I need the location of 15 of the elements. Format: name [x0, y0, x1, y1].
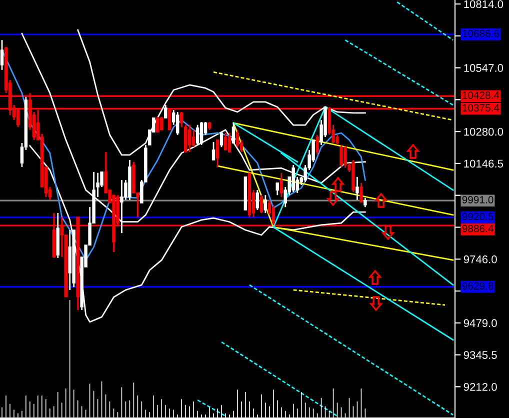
ref-line-label: 10686.6	[462, 30, 500, 38]
y-tick-label: 9212.0	[464, 382, 497, 391]
ref-line-label: 9886.4	[462, 224, 494, 232]
ref-line-label: 10375.4	[462, 104, 500, 112]
ref-line-label: 9629.8	[462, 282, 494, 290]
y-tick-label: 10814.0	[464, 0, 504, 8]
y-tick-label: 9746.0	[464, 255, 497, 264]
y-tick-label: 9479.0	[464, 319, 497, 328]
y-tick-label: 9345.5	[464, 351, 497, 359]
y-tick-label: 10547.0	[464, 64, 504, 72]
y-tick-label: 10146.5	[464, 160, 504, 168]
y-tick-label: 10280.0	[464, 128, 504, 136]
ref-line-label: 9991.0	[462, 196, 494, 204]
ref-line-label: 10428.4	[462, 92, 500, 99]
ref-line-label: 9920.5	[462, 212, 494, 220]
